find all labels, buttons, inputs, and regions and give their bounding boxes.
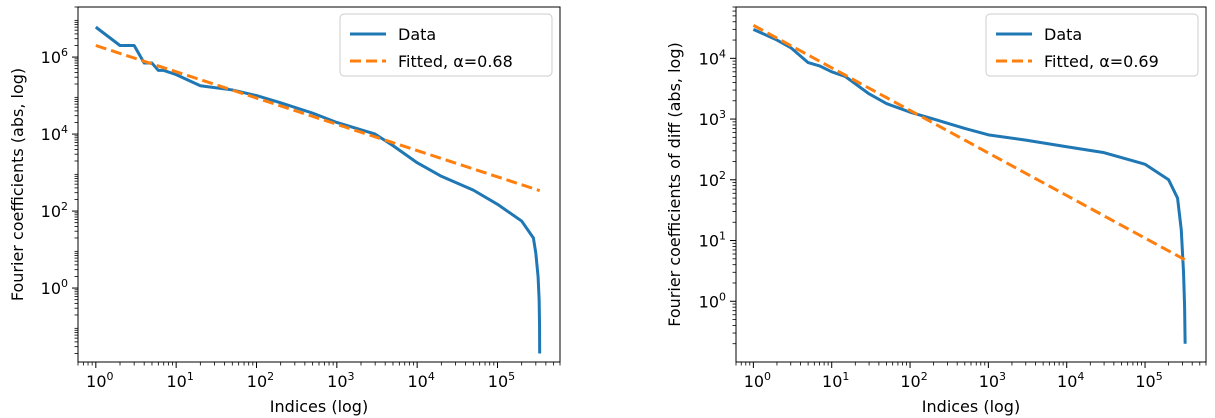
data-line — [752, 27, 1187, 344]
x-tick-label: 100 — [744, 370, 771, 391]
x-tick-label: 102 — [900, 370, 927, 391]
y-tick-label: 104 — [699, 47, 726, 68]
x-tick-label: 103 — [979, 370, 1006, 391]
legend-box — [339, 13, 553, 77]
x-axis-label: Indices (log) — [270, 397, 368, 416]
y-axis-label: Fourier coefficients (abs, log) — [8, 68, 27, 301]
y-tick-label: 104 — [41, 123, 68, 144]
plot-area — [752, 23, 1187, 344]
y-tick-label: 106 — [41, 46, 68, 67]
data-line — [94, 25, 542, 354]
y-tick-label: 102 — [41, 200, 68, 221]
y-tick-label: 100 — [699, 290, 726, 311]
right-chart-panel: 100 101 102 103 104 105 100 101 102 103 104 Indices… — [665, 6, 1207, 416]
fitted-line — [95, 44, 541, 193]
axes-frame — [77, 6, 561, 363]
legend-label: Data — [398, 25, 436, 44]
x-tick-label: 102 — [247, 370, 274, 391]
legend-label: Fitted, α=0.69 — [1044, 52, 1159, 71]
x-tick-label: 104 — [1057, 370, 1084, 391]
x-tick-label: 105 — [1135, 370, 1162, 391]
legend-label: Fitted, α=0.68 — [398, 52, 513, 71]
plot-area — [94, 25, 542, 354]
y-tick-label: 100 — [41, 277, 68, 298]
x-tick-label: 100 — [86, 370, 113, 391]
fitted-line — [752, 23, 1186, 262]
x-tick-label: 101 — [822, 370, 849, 391]
x-tick-label: 104 — [407, 370, 434, 391]
y-axis-label: Fourier coefficients of diff (abs, log) — [665, 42, 684, 326]
y-tick-label: 101 — [699, 230, 726, 251]
legend-box — [985, 13, 1199, 77]
axes-frame — [735, 6, 1207, 363]
y-tick-label: 103 — [699, 108, 726, 129]
x-tick-label: 105 — [488, 370, 515, 391]
x-axis-label: Indices (log) — [922, 397, 1020, 416]
legend-label: Data — [1044, 25, 1082, 44]
y-tick-label: 102 — [699, 169, 726, 190]
left-chart-panel: 100 101 102 103 104 105 100 102 104 106 Indices (l… — [8, 6, 561, 416]
x-tick-label: 103 — [327, 370, 354, 391]
x-tick-label: 101 — [166, 370, 193, 391]
